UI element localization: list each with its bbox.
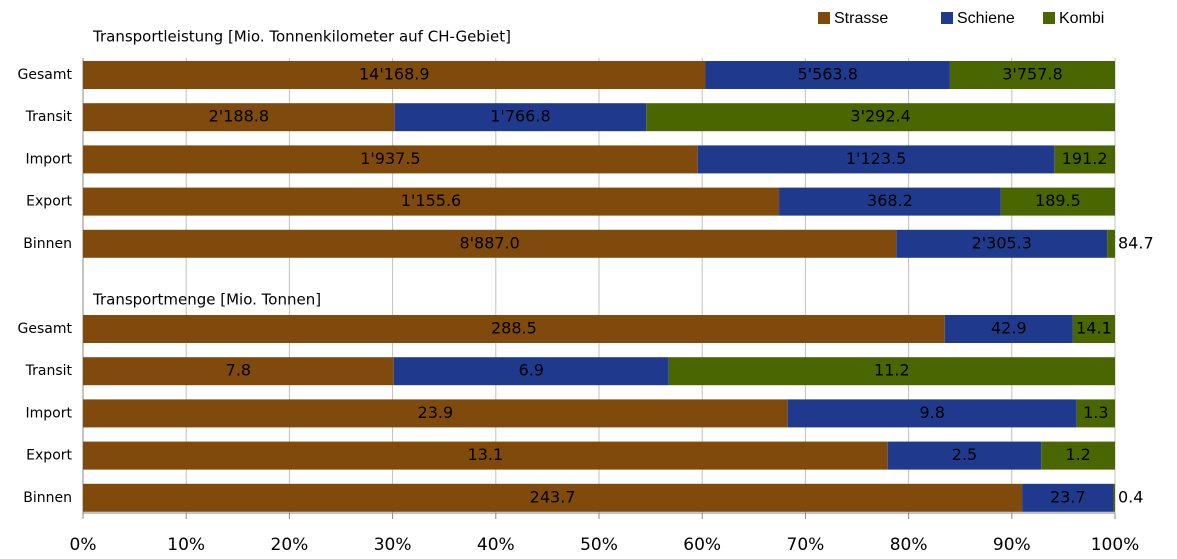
data-label: 368.2 <box>867 191 913 210</box>
data-label: 1'937.5 <box>360 149 420 168</box>
y-tick-label: Gesamt <box>18 321 73 337</box>
bar-segment <box>1041 441 1115 470</box>
x-tick-label: 90% <box>993 535 1031 555</box>
data-label: 14.1 <box>1076 319 1112 338</box>
data-label: 1.2 <box>1065 445 1090 464</box>
bar-segment <box>83 61 706 89</box>
data-label: 84.7 <box>1118 233 1154 252</box>
bar-segment <box>887 441 1042 470</box>
legend-label: Kombi <box>1059 10 1104 27</box>
bar-segment <box>646 103 1115 132</box>
y-tick-label: Import <box>26 151 73 167</box>
legend-swatch <box>941 12 953 24</box>
bar-segment <box>896 229 1108 258</box>
bar-segment <box>394 103 647 132</box>
bar-segment <box>83 229 897 258</box>
data-label: 1'766.8 <box>490 107 550 126</box>
bar-segment <box>668 357 1115 386</box>
panel-title: Transportleistung [Mio. Tonnenkilometer … <box>92 28 511 46</box>
y-tick-label: Export <box>26 194 72 210</box>
data-label: 13.1 <box>468 445 504 464</box>
x-tick-label: 30% <box>374 535 412 555</box>
data-label: 23.9 <box>418 403 454 422</box>
data-label: 5'563.8 <box>797 65 857 84</box>
data-label: 1'155.6 <box>401 191 461 210</box>
bar-segment <box>949 61 1115 89</box>
data-label: 0.4 <box>1118 487 1143 506</box>
data-label: 9.8 <box>919 403 944 422</box>
bar-segment <box>83 315 945 343</box>
bar-segment <box>83 441 888 470</box>
legend-label: Strasse <box>834 10 888 27</box>
bar-segment <box>1113 483 1115 512</box>
data-label: 2'188.8 <box>209 107 269 126</box>
data-label: 14'168.9 <box>359 65 430 84</box>
bar-segment <box>697 145 1055 174</box>
bar-segment <box>787 399 1077 428</box>
y-tick-label: Transit <box>25 109 73 125</box>
data-label: 189.5 <box>1035 191 1081 210</box>
x-tick-label: 60% <box>683 535 721 555</box>
data-label: 243.7 <box>530 487 576 506</box>
x-tick-label: 40% <box>477 535 515 555</box>
bar-segment <box>83 145 698 174</box>
data-label: 2.5 <box>952 445 977 464</box>
bar-segment <box>393 357 669 386</box>
legend-label: Schiene <box>957 10 1015 27</box>
bar-segment <box>1054 145 1115 174</box>
data-label: 1.3 <box>1083 403 1108 422</box>
data-label: 1'123.5 <box>846 149 906 168</box>
data-label: 11.2 <box>874 361 910 380</box>
bar-segment <box>83 483 1023 512</box>
y-tick-label: Export <box>26 448 72 464</box>
bar-segment <box>1072 315 1115 343</box>
data-label: 6.9 <box>519 361 544 380</box>
x-tick-label: 0% <box>70 535 97 555</box>
data-label: 3'292.4 <box>850 107 910 126</box>
bar-segment <box>83 187 780 216</box>
data-label: 191.2 <box>1062 149 1108 168</box>
x-tick-label: 70% <box>787 535 825 555</box>
data-label: 288.5 <box>491 319 537 338</box>
data-label: 7.8 <box>226 361 251 380</box>
bar-segment <box>1076 399 1115 428</box>
y-tick-label: Transit <box>25 363 73 379</box>
data-label: 3'757.8 <box>1002 65 1062 84</box>
x-tick-label: 50% <box>580 535 618 555</box>
bar-segment <box>83 357 394 386</box>
y-tick-label: Import <box>26 405 73 421</box>
legend-swatch <box>818 12 830 24</box>
bar-segment <box>83 103 395 132</box>
bar-segment <box>705 61 950 89</box>
bar-segment <box>1000 187 1115 216</box>
data-label: 8'887.0 <box>459 233 519 252</box>
y-tick-label: Gesamt <box>18 67 73 83</box>
bar-segment <box>1107 229 1115 258</box>
y-tick-label: Binnen <box>23 236 72 252</box>
x-tick-label: 20% <box>271 535 309 555</box>
x-tick-label: 10% <box>167 535 205 555</box>
data-label: 42.9 <box>991 319 1027 338</box>
bar-segment <box>1022 483 1114 512</box>
panel-title: Transportmenge [Mio. Tonnen] <box>92 291 321 309</box>
bar-segment <box>83 399 788 428</box>
bar-segment <box>944 315 1073 343</box>
data-label: 2'305.3 <box>972 233 1032 252</box>
y-tick-label: Binnen <box>23 490 72 506</box>
x-tick-label: 80% <box>890 535 928 555</box>
data-label: 23.7 <box>1050 487 1086 506</box>
x-tick-label: 100% <box>1091 535 1140 555</box>
bar-segment <box>779 187 1001 216</box>
legend-swatch <box>1043 12 1055 24</box>
